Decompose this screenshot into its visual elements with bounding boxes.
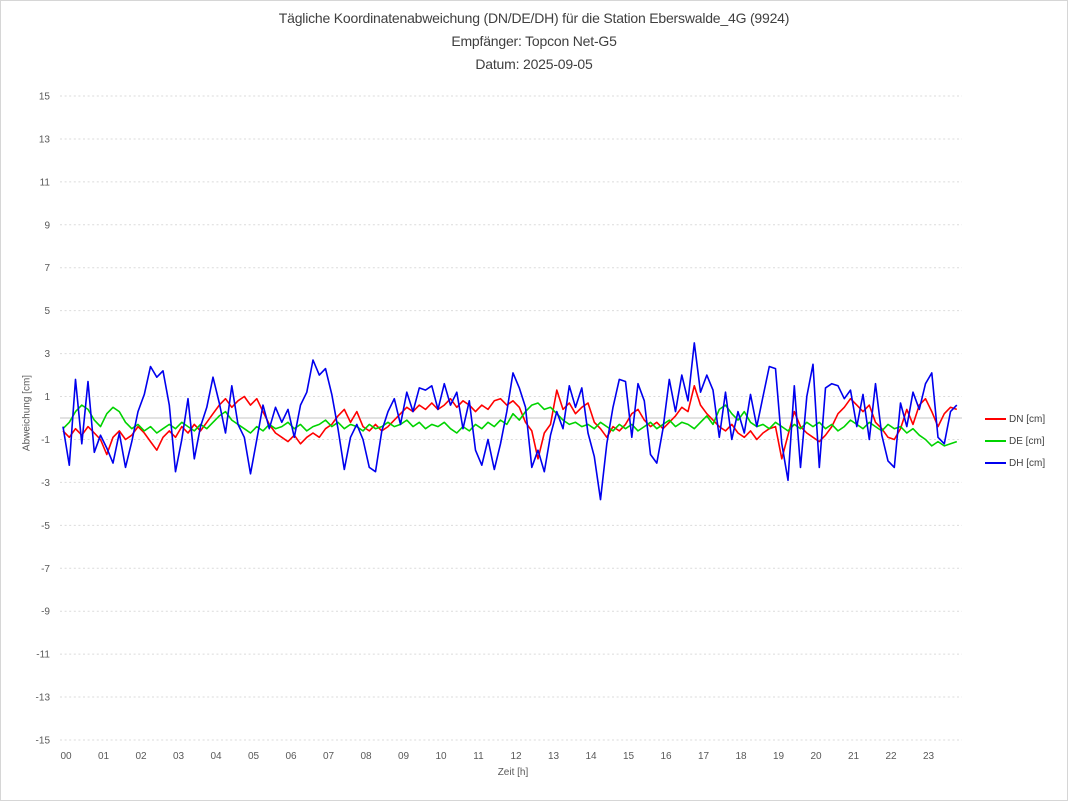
legend-label-dn: DN [cm] — [1009, 413, 1046, 425]
x-tick-label: 21 — [848, 751, 860, 762]
x-tick-label: 14 — [585, 751, 597, 762]
x-tick-label: 20 — [810, 751, 822, 762]
legend-line-dh-icon — [985, 462, 1006, 464]
x-tick-label: 17 — [698, 751, 710, 762]
x-tick-label: 10 — [435, 751, 447, 762]
y-tick-label: 15 — [39, 92, 51, 103]
legend: DN [cm] DE [cm] DH [cm] — [985, 412, 1045, 478]
x-tick-label: 01 — [98, 751, 110, 762]
x-tick-label: 11 — [473, 751, 484, 762]
x-tick-label: 06 — [285, 751, 297, 762]
y-tick-label: 9 — [44, 220, 50, 231]
series-line-dn — [62, 384, 958, 460]
legend-line-de-icon — [985, 440, 1006, 442]
chart-subtitle-date: Datum: 2025-09-05 — [475, 56, 593, 72]
y-tick-label: 11 — [40, 177, 51, 188]
legend-item-dh: DH [cm] — [985, 456, 1045, 470]
y-tick-label: -5 — [41, 521, 50, 532]
y-tick-label: -9 — [41, 607, 50, 618]
x-tick-label: 00 — [60, 751, 72, 762]
series-line-dh — [62, 342, 958, 501]
x-tick-label: 05 — [248, 751, 260, 762]
x-tick-label: 08 — [360, 751, 372, 762]
legend-line-dn-icon — [985, 418, 1006, 420]
y-tick-label: -11 — [36, 650, 50, 661]
x-tick-label: 15 — [623, 751, 635, 762]
x-tick-label: 23 — [923, 751, 935, 762]
y-tick-label: -3 — [41, 478, 50, 489]
y-axis-title: Abweichung [cm] — [21, 374, 33, 452]
chart-title-block: Tägliche Koordinatenabweichung (DN/DE/DH… — [0, 7, 1068, 76]
y-tick-label: -15 — [36, 735, 51, 746]
x-tick-label: 22 — [885, 751, 897, 762]
x-axis-title: Zeit [h] — [497, 767, 529, 778]
x-tick-label: 19 — [773, 751, 785, 762]
legend-label-dh: DH [cm] — [1009, 457, 1046, 469]
y-tick-label: 13 — [39, 134, 51, 145]
x-tick-label: 07 — [323, 751, 335, 762]
x-tick-label: 03 — [173, 751, 185, 762]
y-tick-label: 3 — [44, 349, 50, 360]
x-tick-label: 12 — [510, 751, 522, 762]
chart-title: Tägliche Koordinatenabweichung (DN/DE/DH… — [278, 10, 790, 26]
x-tick-label: 16 — [660, 751, 672, 762]
y-tick-label: 7 — [44, 263, 50, 274]
x-tick-label: 04 — [210, 751, 222, 762]
x-tick-label: 09 — [398, 751, 410, 762]
y-tick-label: -1 — [41, 435, 50, 446]
legend-label-de: DE [cm] — [1009, 435, 1045, 447]
series-line-de — [62, 402, 958, 447]
legend-item-dn: DN [cm] — [985, 412, 1045, 426]
x-tick-label: 18 — [735, 751, 747, 762]
y-tick-label: 1 — [44, 392, 50, 403]
y-tick-label: 5 — [44, 306, 50, 317]
x-tick-label: 02 — [135, 751, 147, 762]
x-tick-label: 13 — [548, 751, 560, 762]
chart-subtitle-receiver: Empfänger: Topcon Net-G5 — [451, 33, 617, 49]
legend-item-de: DE [cm] — [985, 434, 1045, 448]
y-tick-label: -13 — [36, 693, 51, 704]
y-tick-label: -7 — [41, 564, 50, 575]
